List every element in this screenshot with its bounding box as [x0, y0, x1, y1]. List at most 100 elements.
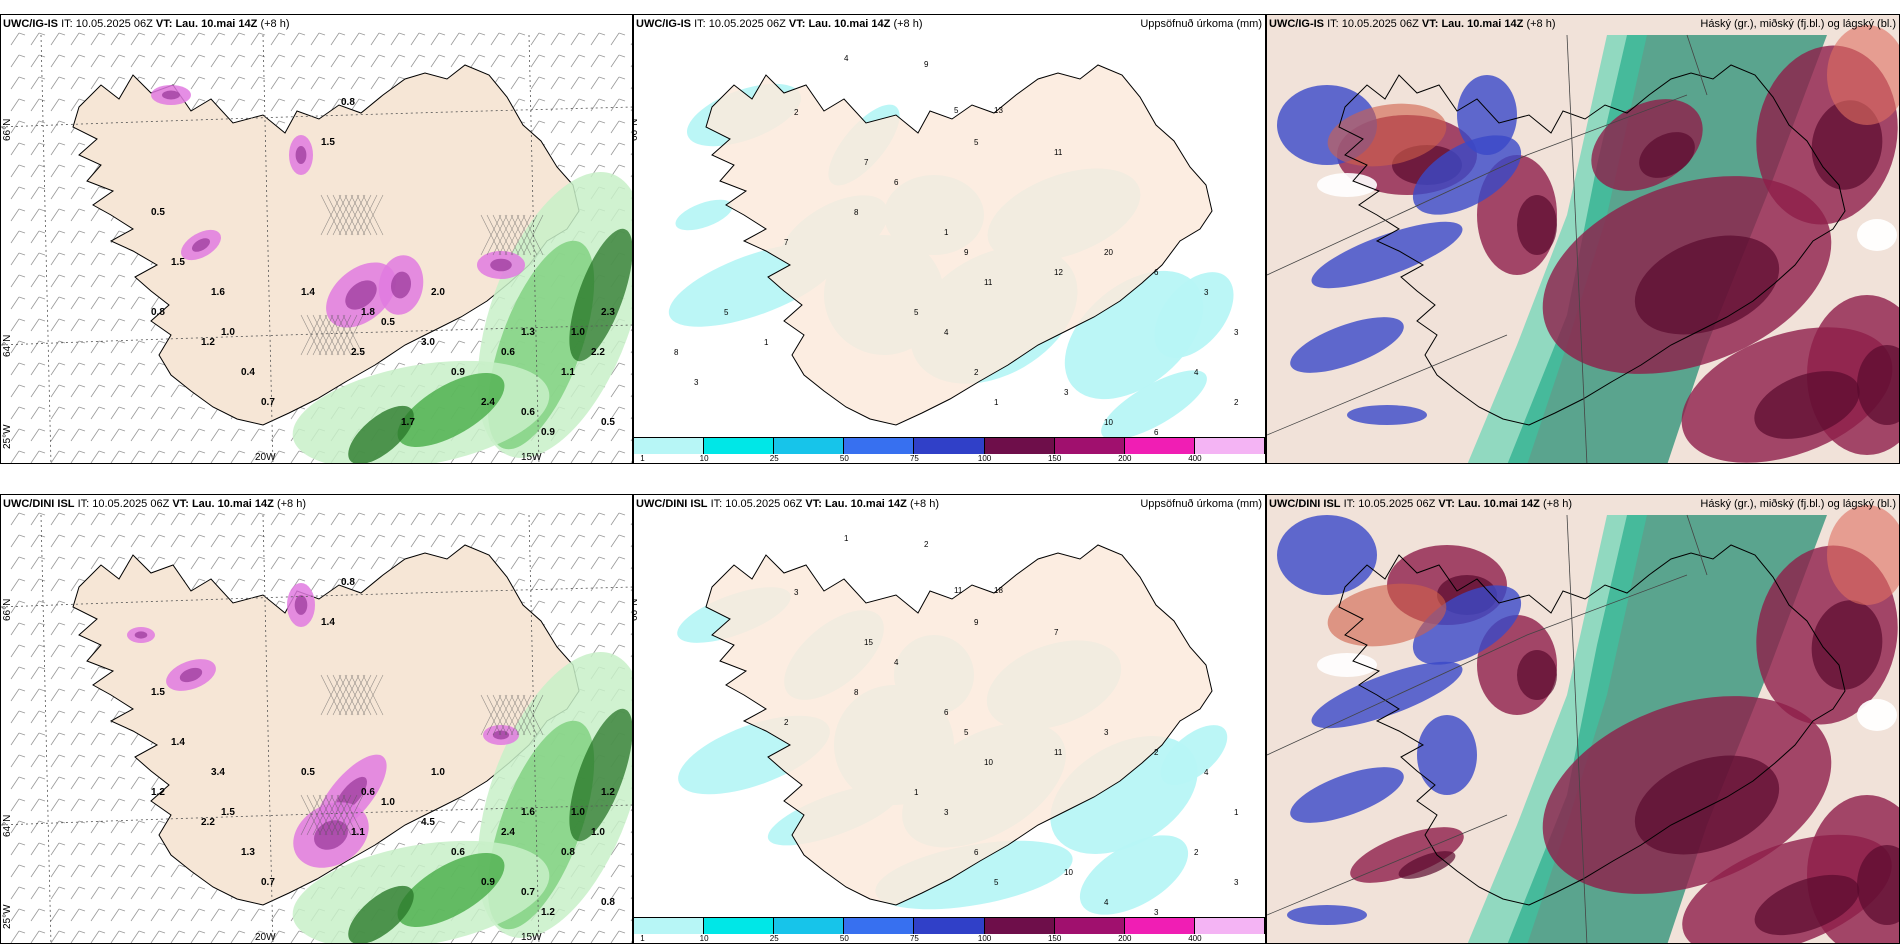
lead-time: (+8 h) — [909, 498, 939, 510]
lat-label-66: 66°N — [633, 598, 640, 621]
precip-amount-label: 7 — [864, 158, 869, 167]
wind-precip-map: 1.5 0.8 1.4 3.4 1.0 1.6 1.2 0.8 1.0 0.7 1.2 0.5 0.6 1… — [1, 512, 632, 943]
vt-label: VT: — [788, 18, 806, 30]
cloud-cover-map — [1267, 15, 1899, 463]
colorbar-tick-label: 10 — [699, 934, 709, 943]
precip-value-label: 1.2 — [601, 787, 615, 798]
precip-value-label: 1.0 — [571, 807, 585, 818]
panel-header: UWC/DINI ISL IT: 10.05.2025 06Z VT: Lau.… — [1, 495, 632, 513]
colorbar-swatch — [634, 918, 705, 934]
it-label: IT: — [1343, 498, 1356, 510]
precip-amount-label: 5 — [964, 728, 969, 737]
precip-value-label: 1.0 — [221, 327, 235, 338]
colorbar-swatch — [914, 918, 985, 934]
precip-amount-label: 1 — [914, 788, 919, 797]
panel-title: Uppsöfnuð úrkoma (mm) — [1140, 498, 1262, 510]
precip-value-label: 1.8 — [361, 307, 375, 318]
model-name: UWC/DINI ISL — [1269, 498, 1341, 510]
colorbar-tick-label: 200 — [1118, 934, 1132, 943]
colorbar-tick-label: 1 — [640, 934, 645, 943]
colorbar-tick-label: 10 — [699, 454, 709, 463]
lat-label-66: 66°N — [633, 118, 640, 141]
precip-amount-label: 5 — [994, 878, 999, 887]
map-panel-ig-clouds: UWC/IG-IS IT: 10.05.2025 06Z VT: Lau. 10… — [1266, 14, 1900, 464]
precip-amount-label: 3 — [1154, 908, 1159, 917]
precip-value-label: 1.6 — [521, 807, 535, 818]
lon-label-25: 25°W — [2, 424, 13, 449]
precip-amount-label: 5 — [974, 138, 979, 147]
precip-value-label: 0.5 — [381, 317, 395, 328]
precip-value-label: 2.4 — [481, 397, 495, 408]
precip-value-label: 1.2 — [151, 787, 165, 798]
precip-amount-label: 3 — [694, 378, 699, 387]
panel-header: UWC/DINI ISL IT: 10.05.2025 06Z VT: Lau.… — [634, 495, 1265, 513]
lead-time: (+8 h) — [893, 18, 923, 30]
precip-value-label: 0.7 — [261, 397, 275, 408]
precip-amount-label: 8 — [854, 208, 859, 217]
colorbar-swatch — [774, 438, 845, 454]
precip-amount-label: 5 — [954, 106, 959, 115]
it-value: 10.05.2025 06Z — [1358, 498, 1436, 510]
colorbar-swatch — [1194, 918, 1265, 934]
panel-header: UWC/IG-IS IT: 10.05.2025 06Z VT: Lau. 10… — [1, 15, 632, 33]
precip-amount-label: 3 — [1204, 288, 1209, 297]
lead-time: (+8 h) — [276, 498, 306, 510]
model-name: UWC/IG-IS — [1269, 18, 1324, 30]
precip-amount-label: 2 — [1194, 848, 1199, 857]
precip-value-label: 1.0 — [571, 327, 585, 338]
vt-value: Lau. 10.mai 14Z — [824, 498, 907, 510]
precip-value-label: 0.6 — [361, 787, 375, 798]
lon-label-20: 20W — [255, 932, 276, 943]
it-label: IT: — [694, 18, 706, 30]
lon-label-20: 20W — [255, 452, 276, 463]
colorbar-swatch — [774, 918, 845, 934]
it-label: IT: — [61, 18, 73, 30]
colorbar-swatch — [1054, 438, 1125, 454]
precip-amount-label: 7 — [784, 238, 789, 247]
colorbar-swatch — [634, 438, 705, 454]
precip-value-label: 0.8 — [341, 97, 355, 108]
precip-value-label: 0.6 — [501, 347, 515, 358]
precip-value-label: 1.5 — [171, 257, 185, 268]
precip-amount-label: 10 — [984, 758, 993, 767]
precip-value-label: 1.4 — [301, 287, 315, 298]
precip-value-label: 0.5 — [301, 767, 315, 778]
precip-amount-label: 4 — [1194, 368, 1199, 377]
precip-value-label: 0.9 — [451, 367, 465, 378]
precip-amount-label: 4 — [1204, 768, 1209, 777]
precip-value-label: 1.0 — [591, 827, 605, 838]
precip-amount-label: 6 — [944, 708, 949, 717]
precip-amount-label: 3 — [944, 808, 949, 817]
colorbar-tick-label: 25 — [769, 454, 779, 463]
precip-amount-label: 4 — [844, 54, 849, 63]
colorbar-tick-label: 200 — [1118, 454, 1132, 463]
precip-colorbar: 1 10 25 50 75 100 150 200 400 — [634, 917, 1265, 943]
cloud-cover-map — [1267, 495, 1899, 943]
panel-title: Uppsöfnuð úrkoma (mm) — [1140, 18, 1262, 30]
it-label: IT: — [1327, 18, 1339, 30]
precip-value-label: 1.1 — [351, 827, 365, 838]
colorbar-tick-label: 100 — [977, 934, 992, 943]
colorbar-swatch — [1124, 438, 1195, 454]
lon-label-25: 25°W — [2, 904, 13, 929]
precip-amount-label: 1 — [764, 338, 769, 347]
colorbar-tick-label: 400 — [1188, 934, 1202, 943]
precip-amount-label: 3 — [1104, 728, 1109, 737]
precip-value-label: 2.3 — [601, 307, 615, 318]
precip-value-label: 1.0 — [381, 797, 395, 808]
vt-value: Lau. 10.mai 14Z — [808, 18, 891, 30]
colorbar-tick-label: 100 — [977, 454, 992, 463]
lat-label-64: 64°N — [2, 334, 13, 357]
precip-amount-label: 9 — [924, 60, 929, 69]
it-value: 10.05.2025 06Z — [92, 498, 170, 510]
precip-value-label: 2.4 — [501, 827, 515, 838]
precip-amount-label: 2 — [974, 368, 979, 377]
lead-time: (+8 h) — [260, 18, 290, 30]
precip-value-label: 0.9 — [541, 427, 555, 438]
it-value: 10.05.2025 06Z — [725, 498, 803, 510]
precip-amount-label: 1 — [994, 398, 999, 407]
precip-amount-label: 3 — [1064, 388, 1069, 397]
precip-amount-label: 13 — [994, 106, 1003, 115]
iceland-coastline — [1338, 544, 1846, 906]
vt-label: VT: — [805, 498, 822, 510]
